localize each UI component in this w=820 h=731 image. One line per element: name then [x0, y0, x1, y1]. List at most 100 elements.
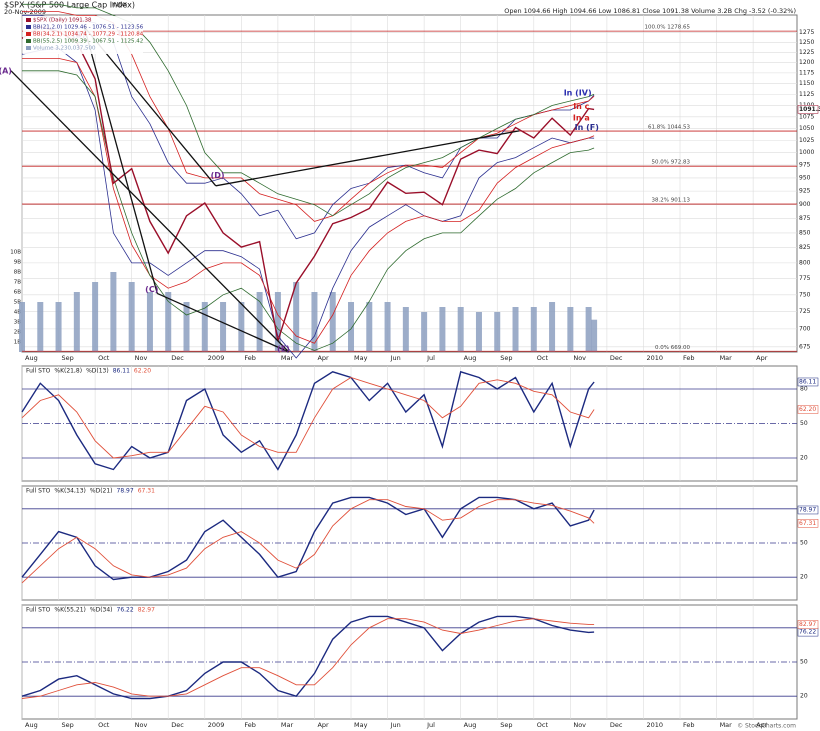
- x-tick-label: Jun: [390, 721, 401, 729]
- x-tick-label: Nov: [573, 721, 586, 729]
- fib-label: 50.0% 972.83: [652, 160, 691, 166]
- volume-bar: [37, 302, 44, 352]
- last-value-tag-box: [797, 505, 819, 515]
- wave-label: (E): [277, 345, 290, 354]
- x-tick-label: Mar: [720, 721, 733, 729]
- quote: Open 1094.66 High 1094.66 Low 1086.81 Cl…: [504, 7, 796, 15]
- y-tick-label: 825: [799, 244, 811, 251]
- credit: © StockCharts.com: [737, 723, 796, 730]
- legend-label: Full STO: [26, 607, 51, 614]
- y-tick-label: 1200: [799, 59, 814, 66]
- y-tick-label: 850: [799, 229, 811, 236]
- legend-label: 76.22: [117, 607, 134, 614]
- volume-bar: [311, 292, 318, 352]
- last-value-tag: 67.31: [799, 520, 816, 527]
- x-tick-label: Dec: [610, 721, 623, 729]
- volume-bar: [549, 302, 556, 352]
- volume-bar: [530, 307, 537, 352]
- x-tick-label: Oct: [537, 354, 549, 362]
- legend-label: Full STO: [26, 368, 51, 375]
- legend-label: 62.20: [134, 368, 151, 375]
- last-value-tag-box: [797, 377, 819, 387]
- x-tick-label: Aug: [25, 721, 38, 729]
- wave-label: In a: [573, 114, 590, 123]
- last-value-tag: 78.97: [799, 506, 816, 513]
- oscillator-line: [21, 496, 595, 581]
- oscillator-line: [21, 499, 595, 584]
- y-tick-label: 1225: [799, 49, 814, 56]
- last-value-tag: 86.11: [799, 378, 816, 385]
- x-tick-label: Dec: [171, 354, 184, 362]
- trendline: [215, 130, 520, 187]
- x-tick-label: Apr: [756, 721, 768, 729]
- x-tick-label: Mar: [281, 721, 294, 729]
- wave-label: (D): [211, 171, 225, 180]
- y-tick-label: 1000: [799, 149, 814, 156]
- y-tick-label: 750: [799, 291, 811, 298]
- legend-label: $SPX (Daily) 1091.38: [33, 18, 92, 24]
- chart-title: $SPX (S&P 500 Large Cap Index): [4, 1, 135, 10]
- y2-tick-label: 10B: [10, 250, 21, 256]
- legend-label: 82.97: [138, 607, 155, 614]
- legend-swatch: [26, 25, 31, 29]
- last-value-tag-box: [797, 620, 819, 629]
- volume-bar: [110, 272, 117, 352]
- volume-bar: [220, 302, 227, 352]
- legend-swatch: [26, 39, 31, 43]
- x-tick-label: Apr: [756, 354, 768, 362]
- trendline: [10, 70, 290, 353]
- legend-label: %K(21,8): [54, 368, 82, 375]
- wave-label: In (F): [575, 123, 599, 132]
- oscillator-line: [21, 370, 595, 471]
- y-tick-label: 80: [800, 386, 808, 393]
- volume-bar: [439, 307, 446, 352]
- y-tick-label: 1050: [799, 125, 814, 132]
- y-tick-label: 50: [800, 659, 808, 666]
- volume-bar: [402, 307, 409, 352]
- volume-bar: [274, 292, 281, 352]
- volume-bar: [92, 282, 99, 352]
- trendline: [156, 292, 290, 353]
- volume-bar: [567, 307, 574, 352]
- oscillator-line: [21, 618, 595, 699]
- x-tick-label: 2009: [208, 354, 225, 362]
- y2-tick-label: 2B: [14, 330, 21, 336]
- legend-swatch: [26, 32, 31, 36]
- y-tick-label: 50: [800, 540, 808, 547]
- wave-label: (C): [145, 285, 158, 294]
- y-tick-label: 700: [799, 325, 811, 332]
- wave-label: In c: [573, 102, 589, 111]
- volume-bar: [19, 302, 25, 352]
- y-tick-label: 1275: [799, 29, 814, 36]
- y2-tick-label: 3B: [14, 320, 21, 326]
- x-tick-label: Oct: [537, 721, 549, 729]
- x-tick-label: Feb: [244, 721, 256, 729]
- last-price-tag: 1091.38: [799, 106, 820, 113]
- volume-bar: [585, 307, 592, 352]
- volume-bar: [366, 302, 373, 352]
- wave-label: In (IV): [564, 89, 592, 98]
- x-tick-label: Apr: [317, 354, 329, 362]
- x-tick-label: Apr: [317, 721, 329, 729]
- last-value-tag: 62.20: [799, 406, 816, 413]
- band-lower: [21, 47, 595, 359]
- x-tick-label: Sep: [62, 721, 74, 729]
- legend-label: %K(55,21): [54, 607, 86, 614]
- x-tick-label: Aug: [25, 354, 38, 362]
- x-tick-label: Aug: [464, 721, 477, 729]
- y-tick-label: 775: [799, 275, 811, 282]
- y-tick-label: 1175: [799, 69, 814, 76]
- price-line: [21, 25, 595, 342]
- volume-bar: [348, 302, 355, 352]
- volume-bar: [73, 292, 80, 352]
- legend-label: 86.11: [113, 368, 130, 375]
- x-tick-label: Nov: [573, 354, 586, 362]
- x-tick-label: Jul: [426, 354, 435, 362]
- y-tick-label: 1250: [799, 39, 814, 46]
- y-tick-label: 875: [799, 215, 811, 222]
- x-tick-label: 2010: [646, 721, 663, 729]
- y-tick-label: 900: [799, 201, 811, 208]
- legend-swatch: [26, 46, 31, 50]
- y-tick-label: 1150: [799, 80, 814, 87]
- y-tick-label: 925: [799, 188, 811, 195]
